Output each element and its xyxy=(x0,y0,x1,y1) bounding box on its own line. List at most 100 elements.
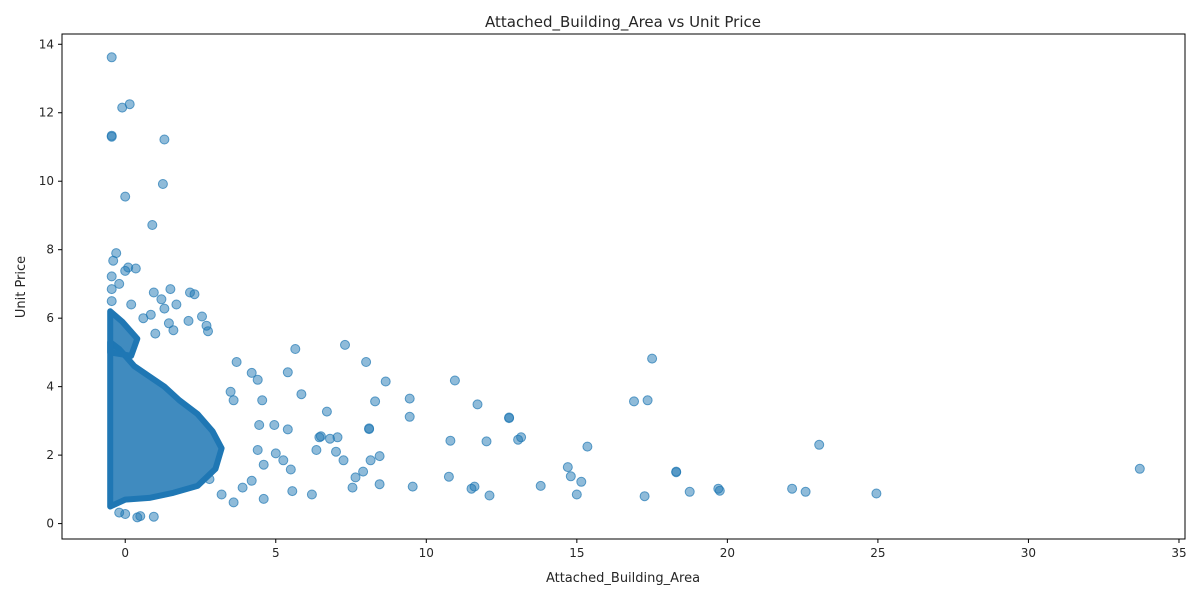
scatter-point xyxy=(237,482,248,493)
scatter-point xyxy=(340,339,350,350)
scatter-point xyxy=(156,294,167,305)
dense-point-cluster xyxy=(107,308,225,510)
scatter-point xyxy=(120,191,131,202)
scatter-point xyxy=(290,344,301,354)
scatter-point xyxy=(565,471,576,482)
scatter-point xyxy=(800,486,811,497)
scatter-point xyxy=(114,278,125,289)
scatter-point xyxy=(787,483,798,494)
scatter-point xyxy=(282,367,293,378)
scatter-point xyxy=(407,481,418,492)
scatter-point xyxy=(282,424,293,435)
scatter-point xyxy=(120,265,131,276)
x-tick-label: 25 xyxy=(870,546,885,560)
data-points xyxy=(106,52,1145,523)
y-tick-label: 2 xyxy=(46,448,54,462)
x-tick-label: 35 xyxy=(1171,546,1186,560)
scatter-point xyxy=(306,489,317,500)
scatter-point xyxy=(106,284,117,295)
scatter-point xyxy=(472,399,483,410)
scatter-point xyxy=(124,99,135,110)
scatter-point xyxy=(571,489,582,500)
scatter-point xyxy=(159,134,170,145)
scatter-point xyxy=(684,486,695,497)
scatter-point xyxy=(147,220,158,230)
y-tick-label: 0 xyxy=(46,517,54,531)
scatter-point xyxy=(374,479,385,490)
scatter-point xyxy=(404,393,415,404)
scatter-point xyxy=(157,179,168,189)
scatter-point xyxy=(258,493,269,504)
scatter-point xyxy=(814,439,825,450)
x-tick-label: 30 xyxy=(1021,546,1036,560)
scatter-point xyxy=(380,376,391,387)
scatter-point xyxy=(466,483,477,494)
axes xyxy=(61,33,1186,540)
x-axis-label: Attached_Building_Area xyxy=(546,571,700,586)
scatter-point xyxy=(871,488,882,499)
y-tick-label: 8 xyxy=(46,243,54,257)
scatter-point xyxy=(576,476,587,487)
scatter-point xyxy=(225,386,236,397)
scatter-point xyxy=(338,455,349,466)
x-tick-label: 5 xyxy=(272,546,280,560)
scatter-point xyxy=(361,357,372,367)
scatter-point xyxy=(168,325,179,336)
scatter-point xyxy=(311,445,322,455)
scatter-point xyxy=(257,395,268,406)
scatter-point xyxy=(315,431,326,442)
y-axis-ticks: 0 2 4 6 8 10 12 14 xyxy=(39,37,62,531)
scatter-point xyxy=(228,497,239,508)
scatter-point xyxy=(163,318,174,329)
scatter-point xyxy=(106,296,117,307)
scatter-point xyxy=(321,406,332,417)
scatter-point xyxy=(165,284,176,295)
scatter-point xyxy=(171,299,182,310)
chart-title: Attached_Building_Area vs Unit Price xyxy=(485,13,761,32)
scatter-point xyxy=(296,389,307,400)
scatter-point xyxy=(231,357,242,367)
scatter-point xyxy=(535,480,546,491)
scatter-point xyxy=(331,446,341,457)
scatter-point xyxy=(516,432,527,443)
scatter-point xyxy=(258,459,269,470)
scatter-point xyxy=(269,420,280,430)
scatter-point xyxy=(228,395,239,406)
scatter-point xyxy=(254,420,265,430)
scatter-point xyxy=(106,52,117,63)
scatter-point xyxy=(148,511,159,522)
scatter-point xyxy=(148,287,159,298)
y-axis-label: Unit Price xyxy=(14,256,29,318)
scatter-point xyxy=(203,326,213,337)
y-tick-label: 4 xyxy=(46,380,54,394)
scatter-point xyxy=(445,435,456,446)
scatter-point xyxy=(216,489,227,500)
x-tick-label: 15 xyxy=(569,546,584,560)
scatter-point xyxy=(365,455,376,466)
scatter-point xyxy=(370,396,381,407)
scatter-point xyxy=(204,474,215,485)
x-tick-label: 10 xyxy=(419,546,434,560)
scatter-point xyxy=(130,263,141,274)
scatter-point xyxy=(484,490,495,501)
scatter-point xyxy=(629,396,639,407)
scatter-point xyxy=(714,485,725,496)
scatter-point xyxy=(252,445,263,455)
scatter-point xyxy=(106,271,117,282)
scatter-point xyxy=(126,299,137,310)
scatter-point xyxy=(364,424,375,435)
scatter-point xyxy=(374,451,385,462)
scatter-point xyxy=(358,466,369,477)
scatter-point xyxy=(404,411,415,422)
scatter-point xyxy=(285,464,296,475)
scatter-point xyxy=(671,467,682,478)
scatter-point xyxy=(582,441,593,452)
scatter-point xyxy=(108,255,119,266)
x-tick-label: 20 xyxy=(720,546,735,560)
scatter-point xyxy=(252,374,263,385)
scatter-point xyxy=(189,289,200,300)
scatter-point xyxy=(138,313,149,324)
scatter-point xyxy=(325,433,335,444)
y-tick-label: 12 xyxy=(39,106,54,120)
